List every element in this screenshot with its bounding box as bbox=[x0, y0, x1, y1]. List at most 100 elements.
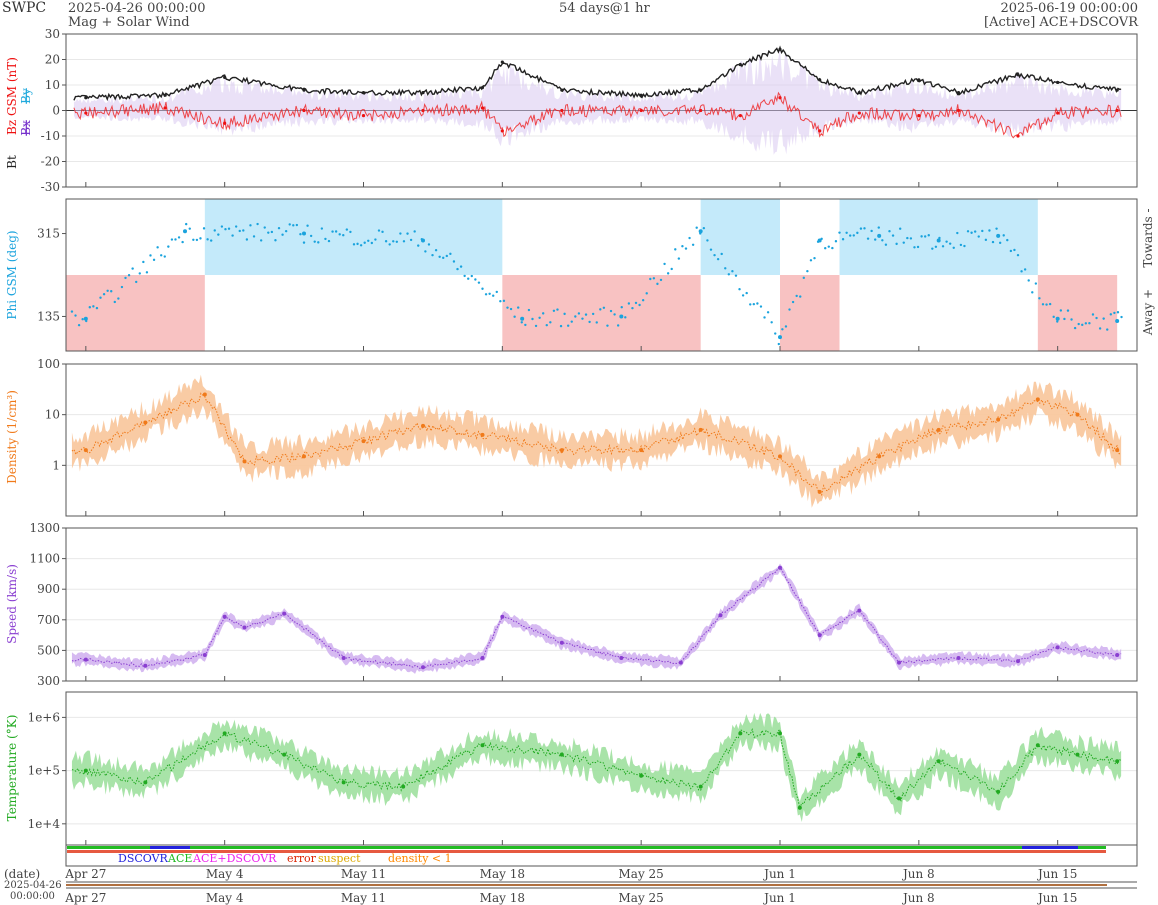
phi-point bbox=[220, 225, 224, 228]
phi-point bbox=[766, 311, 770, 314]
towards-label: Towards - bbox=[1141, 208, 1155, 267]
phi-point bbox=[1006, 238, 1009, 242]
bz-point bbox=[857, 111, 861, 115]
phi-sector-band bbox=[502, 275, 701, 351]
date-tick-label: May 18 bbox=[480, 867, 525, 881]
y-tick-label: 135 bbox=[37, 309, 60, 323]
phi-point bbox=[359, 244, 363, 247]
phi-point bbox=[99, 296, 102, 299]
y-tick-label: 100 bbox=[37, 357, 60, 371]
bz-point bbox=[699, 108, 703, 113]
phi-point bbox=[984, 238, 988, 242]
phi-point bbox=[656, 282, 659, 286]
phi-point bbox=[891, 234, 895, 237]
phi-point bbox=[724, 267, 727, 270]
bt-point bbox=[857, 91, 861, 95]
speed-point bbox=[1016, 659, 1020, 664]
phi-point bbox=[1027, 279, 1030, 282]
phi-point bbox=[227, 227, 231, 230]
phi-point bbox=[645, 292, 648, 295]
density-point bbox=[202, 392, 207, 397]
phi-point bbox=[991, 240, 995, 244]
phi-point bbox=[845, 231, 848, 234]
phi-point bbox=[88, 306, 92, 309]
phi-point bbox=[517, 306, 520, 309]
phi-point bbox=[363, 241, 366, 244]
phi-point bbox=[866, 237, 870, 240]
bz-point bbox=[778, 96, 782, 100]
bz-point bbox=[956, 108, 961, 113]
phi-point bbox=[92, 305, 95, 308]
phi-point bbox=[877, 226, 880, 229]
bz-point bbox=[1016, 134, 1020, 138]
phi-point bbox=[784, 325, 788, 328]
phi-point bbox=[238, 229, 241, 233]
phi-point bbox=[181, 240, 184, 244]
phi-point bbox=[1070, 318, 1073, 321]
bz-point bbox=[361, 114, 366, 118]
phi-point bbox=[338, 233, 341, 236]
phi-point bbox=[156, 246, 159, 249]
phi-point bbox=[74, 314, 77, 317]
ace-status-bar bbox=[67, 846, 1106, 849]
phi-point bbox=[213, 229, 216, 232]
phi-point bbox=[524, 323, 527, 327]
phi-point bbox=[727, 273, 731, 276]
phi-point bbox=[188, 227, 191, 230]
phi-point bbox=[541, 312, 545, 315]
phi-point bbox=[309, 234, 313, 238]
dscovr-status-bar bbox=[1022, 846, 1078, 849]
date-tick-label: Jun 8 bbox=[901, 891, 935, 905]
phi-point bbox=[570, 320, 573, 323]
phi-point bbox=[691, 243, 695, 247]
phi-axis-label: Phi GSM (deg) bbox=[5, 230, 19, 319]
phi-point bbox=[849, 234, 852, 237]
phi-point bbox=[945, 240, 948, 243]
speed-point bbox=[778, 565, 782, 570]
phi-point bbox=[252, 235, 256, 238]
phi-point bbox=[552, 309, 556, 312]
date-tick-label: May 11 bbox=[341, 891, 386, 905]
phi-point bbox=[174, 238, 177, 241]
density-envelope bbox=[71, 374, 1122, 508]
temperature-point bbox=[698, 784, 703, 789]
temperature-envelope bbox=[71, 712, 1122, 822]
phi-point bbox=[206, 238, 209, 241]
bz-point bbox=[500, 129, 504, 133]
bt-point bbox=[500, 60, 504, 64]
phi-point bbox=[677, 257, 681, 260]
phi-point bbox=[452, 260, 456, 263]
phi-point bbox=[277, 226, 281, 230]
phi-point bbox=[566, 324, 570, 327]
bt-point bbox=[738, 63, 742, 67]
phi-point bbox=[1077, 322, 1080, 326]
phi-point bbox=[184, 222, 188, 226]
y-tick-label: 10 bbox=[45, 78, 60, 92]
phi-point bbox=[916, 245, 920, 249]
bt-point bbox=[1056, 80, 1060, 85]
phi-point bbox=[1102, 317, 1105, 320]
bz-series-line bbox=[73, 91, 1122, 139]
phi-point bbox=[1023, 268, 1027, 271]
bt-point bbox=[818, 78, 822, 82]
phi-point bbox=[370, 241, 374, 245]
phi-point bbox=[988, 229, 991, 232]
y-tick-label: -20 bbox=[41, 155, 60, 169]
phi-point bbox=[973, 230, 977, 233]
phi-point bbox=[1020, 270, 1023, 273]
density-point bbox=[361, 439, 366, 444]
speed-point bbox=[143, 663, 148, 668]
phi-point bbox=[192, 238, 195, 241]
phi-point bbox=[806, 269, 809, 273]
phi-point bbox=[395, 240, 399, 243]
phi-data-point bbox=[1115, 319, 1120, 324]
phi-point bbox=[709, 248, 713, 251]
data-source: [Active] ACE+DSCOVR bbox=[984, 15, 1138, 30]
phi-point bbox=[306, 224, 309, 227]
bz-point bbox=[1056, 111, 1060, 115]
temperature-point bbox=[341, 780, 346, 785]
temperature-point bbox=[222, 731, 227, 736]
date-tick-label: May 11 bbox=[341, 867, 386, 881]
bt-point bbox=[699, 88, 703, 92]
bx-axis-label: Bx bbox=[19, 120, 33, 136]
